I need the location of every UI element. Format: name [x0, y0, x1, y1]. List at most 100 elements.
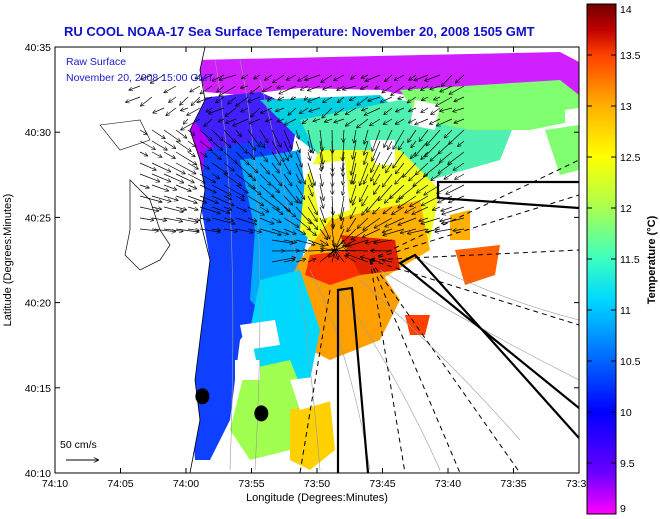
current-vector	[141, 96, 153, 106]
legend-line-2: November 20, 2008 15:00 GMT	[66, 72, 214, 84]
current-vector	[350, 184, 357, 202]
x-tick-label: 73:30	[566, 478, 592, 490]
current-vector	[438, 162, 453, 173]
current-vector	[169, 96, 177, 102]
current-vector	[259, 184, 274, 197]
colorbar-tick-label: 9.5	[620, 458, 635, 470]
x-tick-label: 73:50	[304, 478, 330, 490]
current-vector	[278, 97, 285, 100]
current-vector	[211, 151, 221, 159]
current-vector	[393, 129, 405, 149]
current-vector	[247, 195, 263, 206]
current-vector	[211, 229, 220, 230]
current-vector	[235, 173, 255, 189]
current-vector	[362, 108, 369, 110]
current-vector	[332, 217, 333, 229]
current-vector	[223, 218, 233, 221]
current-vector	[199, 140, 212, 151]
current-vector	[283, 184, 298, 203]
current-vector	[383, 260, 393, 262]
current-vector	[449, 85, 465, 94]
current-vector	[300, 107, 309, 113]
current-vector	[283, 173, 292, 186]
current-vector	[365, 74, 381, 81]
current-vector	[265, 74, 273, 80]
current-vector	[351, 151, 357, 175]
current-vector	[345, 250, 369, 251]
current-vector	[284, 118, 297, 125]
x-tick-label: 73:55	[238, 478, 264, 490]
current-vector	[347, 217, 357, 232]
current-vector	[295, 259, 306, 263]
current-vector	[181, 118, 201, 130]
current-vector	[163, 173, 184, 183]
current-vector	[426, 129, 441, 146]
current-vector	[151, 228, 175, 232]
current-vector	[187, 195, 206, 203]
current-vector	[408, 129, 417, 142]
current-vector	[398, 97, 405, 99]
current-vector	[247, 206, 264, 215]
current-vector	[175, 129, 186, 138]
current-vector	[180, 96, 189, 105]
current-vector	[211, 184, 231, 195]
current-vector	[319, 206, 325, 222]
current-vector	[283, 206, 295, 217]
current-vector	[163, 195, 178, 200]
current-vector	[445, 129, 453, 138]
current-vector	[343, 184, 344, 195]
current-vector	[163, 151, 175, 158]
current-vector	[364, 151, 369, 164]
current-vector	[295, 173, 301, 183]
current-vector	[295, 195, 301, 203]
current-vector	[332, 254, 334, 263]
current-vector	[405, 206, 417, 213]
current-vector	[414, 74, 429, 80]
current-vector	[437, 118, 453, 126]
x-axis-label: Longitude (Degrees:Minutes)	[246, 492, 388, 504]
current-vectors	[126, 74, 465, 263]
current-vector	[458, 140, 465, 146]
current-vector	[247, 173, 255, 180]
current-vector	[395, 118, 405, 124]
current-vector	[153, 107, 165, 113]
current-vector	[295, 206, 311, 224]
current-vector	[247, 217, 257, 221]
current-vector	[218, 119, 225, 122]
x-tick-label: 74:00	[173, 478, 199, 490]
current-vector	[425, 74, 441, 81]
current-vector	[307, 259, 316, 263]
current-vector	[302, 118, 309, 124]
current-vector	[412, 206, 429, 214]
current-vector	[175, 206, 186, 210]
current-vector	[209, 107, 225, 114]
current-vector	[151, 151, 162, 157]
current-vector	[187, 107, 201, 115]
current-vector	[163, 162, 185, 174]
current-vector	[187, 218, 199, 220]
current-vector	[364, 129, 369, 144]
current-vector	[139, 229, 158, 231]
current-vector	[295, 151, 302, 167]
current-vector	[184, 118, 189, 124]
current-vector	[175, 184, 191, 191]
current-vector	[187, 173, 205, 183]
current-vector	[358, 217, 369, 228]
current-vector	[353, 173, 357, 184]
current-vector	[360, 184, 369, 201]
current-vector	[453, 162, 465, 170]
current-vector	[335, 107, 345, 115]
current-vector	[343, 129, 344, 142]
current-vector	[415, 140, 429, 156]
current-vector	[151, 217, 166, 220]
current-vector	[449, 195, 465, 202]
current-vector	[308, 85, 321, 90]
current-vector	[319, 140, 323, 164]
current-vector	[338, 96, 345, 102]
current-vector	[151, 195, 171, 202]
current-vector	[271, 173, 282, 186]
x-tick-label: 73:35	[500, 478, 526, 490]
current-vector	[431, 107, 441, 114]
current-vector	[223, 151, 237, 163]
current-vector	[409, 118, 417, 123]
